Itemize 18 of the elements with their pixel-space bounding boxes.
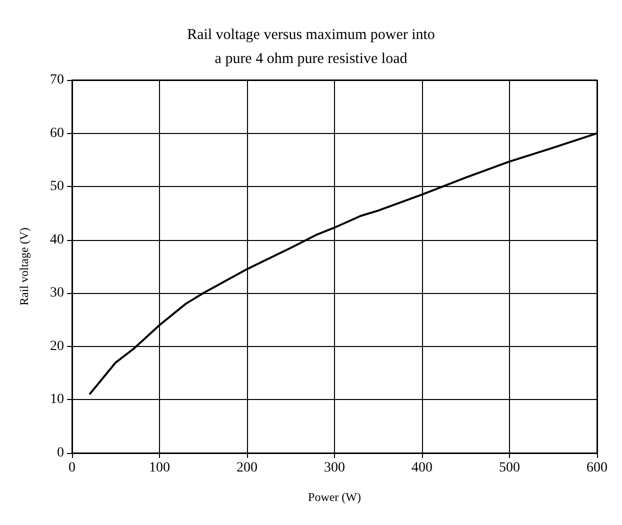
x-tick-label: 600 [586, 460, 608, 476]
x-tick-label: 200 [236, 460, 258, 476]
x-tick-label: 100 [149, 460, 170, 476]
x-axis-title: Power (W) [308, 490, 361, 504]
y-axis-title: Rail voltage (V) [17, 228, 31, 306]
y-tick-label: 10 [50, 392, 64, 408]
y-tick-label: 20 [50, 338, 64, 354]
y-tick-label: 50 [50, 179, 64, 194]
x-tick-label: 0 [68, 460, 76, 476]
x-tick-label: 400 [412, 460, 432, 476]
y-tick-label: 30 [50, 286, 64, 301]
chart-title: Rail voltage versus maximum power into a pure 4 ohm pure resistive load [187, 27, 435, 67]
y-tick-label: 70 [50, 72, 64, 88]
x-tick-label: 300 [324, 460, 345, 476]
y-tick-label: 40 [50, 232, 64, 248]
x-tick-label: 500 [499, 460, 520, 476]
y-tick-label: 60 [50, 126, 64, 141]
y-tick-label: 0 [57, 446, 64, 460]
